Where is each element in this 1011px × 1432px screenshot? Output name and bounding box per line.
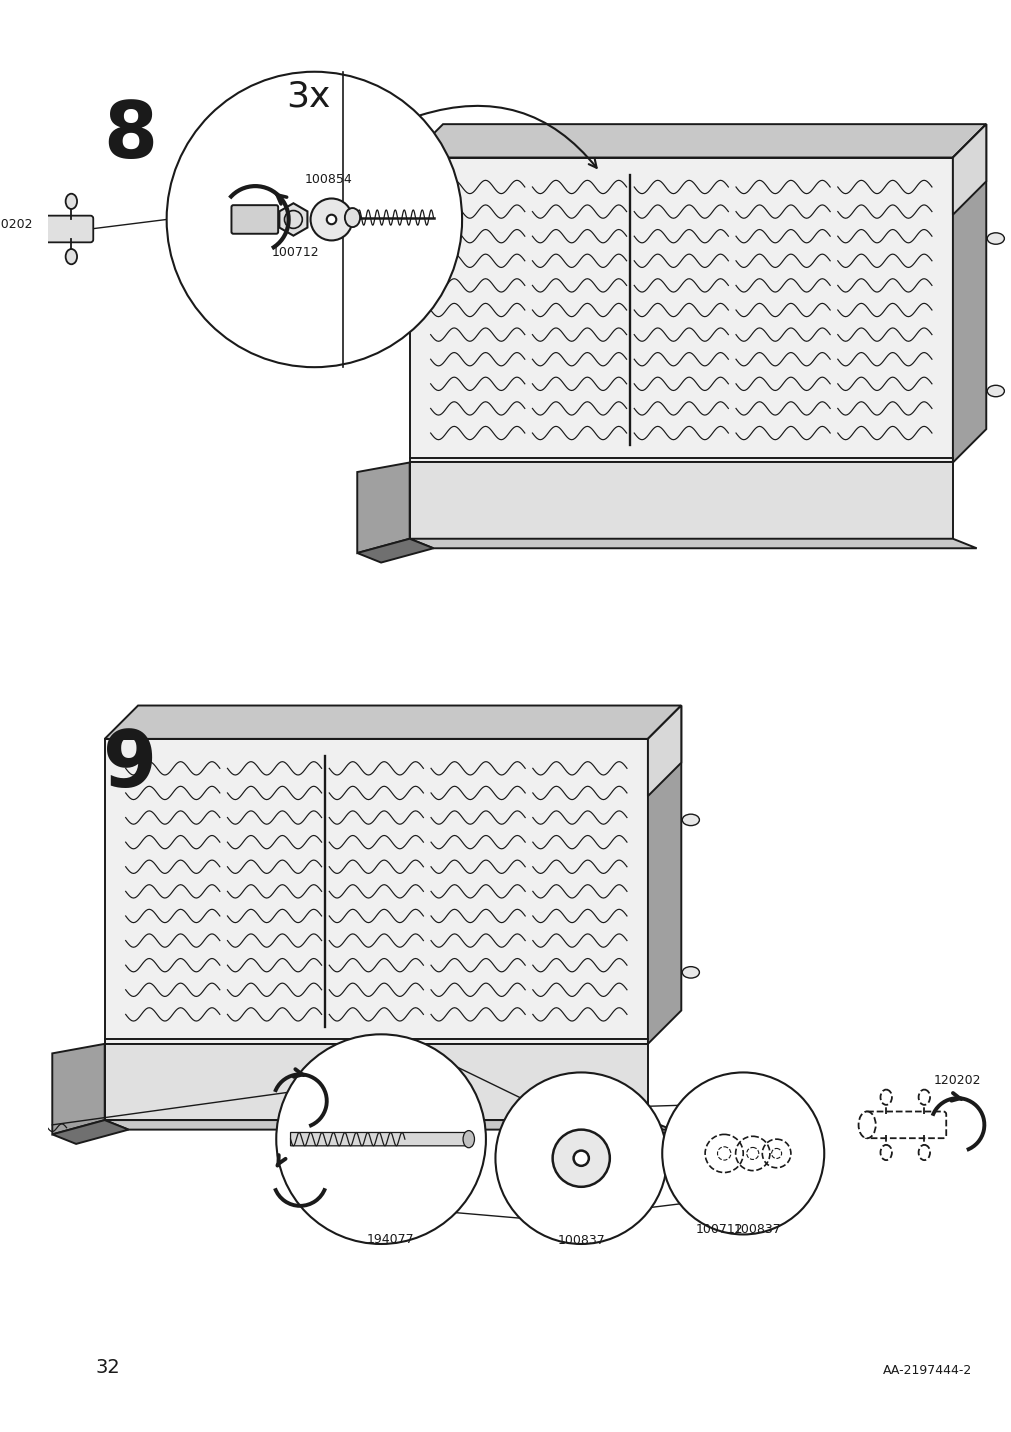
Circle shape [167,72,462,367]
Polygon shape [53,1120,128,1144]
Circle shape [310,199,352,241]
Circle shape [573,1150,588,1166]
Polygon shape [647,706,680,1044]
Text: 100837: 100837 [557,1234,605,1247]
Ellipse shape [66,249,77,265]
Polygon shape [952,125,986,463]
Text: 100854: 100854 [304,173,352,186]
Ellipse shape [918,1144,929,1160]
Polygon shape [409,538,976,548]
Text: 194077: 194077 [366,1233,415,1246]
Ellipse shape [681,967,699,978]
Circle shape [495,1073,666,1244]
Polygon shape [104,706,680,739]
Polygon shape [357,538,433,563]
Text: AA-2197444-2: AA-2197444-2 [882,1365,971,1378]
Text: 100712: 100712 [271,246,318,259]
Text: 100712: 100712 [695,1223,742,1236]
Circle shape [552,1130,610,1187]
FancyBboxPatch shape [290,1133,468,1146]
Ellipse shape [681,815,699,826]
Ellipse shape [918,1090,929,1106]
Ellipse shape [27,249,38,265]
Polygon shape [409,463,952,538]
Text: 32: 32 [95,1359,120,1378]
Polygon shape [104,1044,647,1120]
Polygon shape [952,125,986,215]
FancyBboxPatch shape [11,216,93,242]
Ellipse shape [66,193,77,209]
Ellipse shape [987,385,1003,397]
Text: 3x: 3x [285,79,330,113]
FancyArrowPatch shape [420,106,596,168]
Text: 120202: 120202 [0,218,33,231]
Ellipse shape [345,208,360,228]
Polygon shape [53,1044,104,1134]
Circle shape [276,1034,485,1244]
Ellipse shape [857,1111,875,1138]
Polygon shape [279,203,307,236]
Ellipse shape [880,1090,891,1106]
Ellipse shape [6,216,22,242]
Text: 9: 9 [103,727,157,803]
Text: 120202: 120202 [933,1074,981,1087]
Polygon shape [647,706,680,796]
Circle shape [661,1073,823,1234]
Ellipse shape [880,1144,891,1160]
Ellipse shape [463,1131,474,1147]
Text: 100837: 100837 [733,1223,780,1236]
Polygon shape [357,463,409,553]
Polygon shape [409,158,952,463]
FancyBboxPatch shape [863,1111,945,1138]
Ellipse shape [987,233,1003,245]
Polygon shape [104,1120,671,1130]
FancyBboxPatch shape [232,205,278,233]
Ellipse shape [27,193,38,209]
Circle shape [327,215,336,225]
Polygon shape [104,739,647,1044]
Polygon shape [409,125,986,158]
Text: 8: 8 [103,99,157,175]
